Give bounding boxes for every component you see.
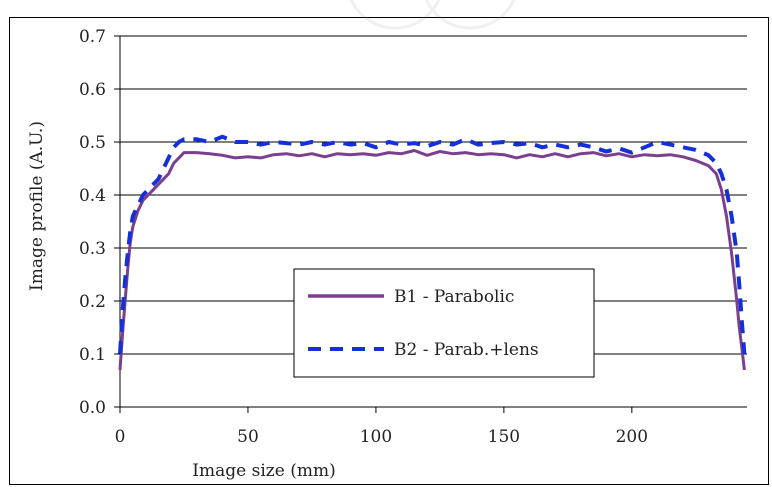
line-chart: 0.0 0.1 0.2 0.3 0.4 0.5 0.6 0.7 0 50 100 150 200 Im… bbox=[27, 27, 747, 481]
y-tick-label: 0.0 bbox=[79, 398, 106, 418]
x-axis-label: Image size (mm) bbox=[192, 461, 335, 481]
x-tick-label: 150 bbox=[488, 427, 520, 447]
y-axis-ticks: 0.0 0.1 0.2 0.3 0.4 0.5 0.6 0.7 bbox=[79, 27, 120, 418]
series-line-b1-parabolic bbox=[118, 149, 746, 371]
x-axis-ticks: 0 50 100 150 200 bbox=[115, 407, 648, 447]
y-tick-label: 0.2 bbox=[79, 292, 106, 312]
y-axis-label: Image profile (A.U.) bbox=[27, 121, 47, 291]
y-tick-label: 0.4 bbox=[79, 186, 106, 206]
y-tick-label: 0.7 bbox=[79, 27, 106, 47]
y-tick-label: 0.1 bbox=[79, 345, 106, 365]
legend-label-b2: B2 - Parab.+lens bbox=[394, 340, 539, 360]
legend-label-b1: B1 - Parabolic bbox=[394, 287, 514, 307]
x-tick-label: 200 bbox=[616, 427, 648, 447]
series-lines bbox=[118, 134, 747, 371]
x-tick-label: 50 bbox=[237, 427, 259, 447]
legend-box bbox=[293, 268, 595, 378]
x-tick-label: 0 bbox=[115, 427, 126, 447]
watermark-logo bbox=[349, 0, 516, 30]
legend: B1 - Parabolic B2 - Parab.+lens bbox=[293, 268, 595, 378]
y-tick-label: 0.5 bbox=[79, 133, 106, 153]
y-tick-label: 0.3 bbox=[79, 239, 106, 259]
chart-frame: 0.0 0.1 0.2 0.3 0.4 0.5 0.6 0.7 0 50 100 150 200 Im… bbox=[9, 17, 769, 485]
x-tick-label: 100 bbox=[360, 427, 392, 447]
y-tick-label: 0.6 bbox=[79, 80, 106, 100]
